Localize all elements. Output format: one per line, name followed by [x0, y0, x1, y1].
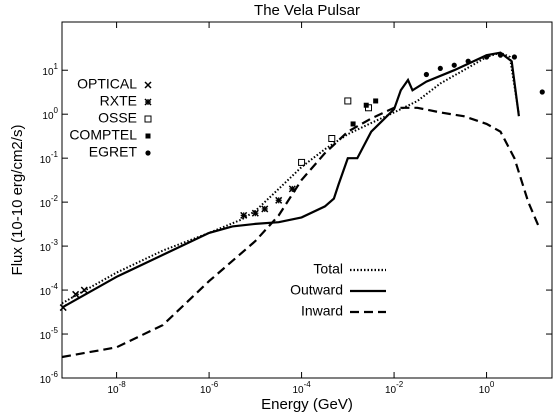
marker-shape: [423, 71, 429, 78]
marker-shape: [298, 158, 306, 166]
data-point: [423, 71, 429, 78]
y-tick-label: 10-1: [40, 150, 59, 166]
y-tick-label: 100: [42, 106, 58, 122]
x-tick-label: 10-8: [107, 380, 126, 396]
legend-label: COMPTEL: [69, 127, 137, 143]
marker-stroke: [72, 290, 80, 298]
y-tick-label: 10-3: [40, 238, 59, 254]
x-tick-label: 100: [479, 380, 495, 396]
y-tick-label: 10-2: [40, 194, 59, 210]
marker-shape: [145, 133, 151, 139]
y-tick-label: 101: [42, 62, 58, 78]
marker-shape: [437, 65, 443, 72]
y-tick-label: 10-6: [40, 370, 59, 386]
data-point: [72, 290, 80, 298]
chart-title: The Vela Pulsar: [254, 2, 360, 19]
legend-marker: [144, 115, 152, 123]
marker-shape: [144, 115, 152, 123]
legend-label: EGRET: [89, 144, 138, 160]
y-tick-label: 10-4: [40, 282, 59, 298]
y-tick-label: 10-5: [40, 326, 59, 342]
x-axis-label: Energy (GeV): [261, 396, 353, 413]
marker-shape: [511, 54, 518, 60]
x-tick-label: 10-6: [200, 380, 219, 396]
line: [61, 51, 520, 305]
legend-label: Outward: [290, 282, 343, 298]
legend-marker: [145, 150, 151, 156]
legend-marker: [144, 81, 152, 89]
data-point: [373, 98, 379, 104]
marker-shape: [451, 62, 457, 68]
data-point: [328, 135, 336, 143]
data-point: [261, 205, 269, 213]
data-point: [451, 62, 457, 68]
marker-shape: [328, 135, 336, 143]
marker-shape: [373, 98, 379, 104]
data-point: [298, 158, 306, 166]
data-point: [511, 54, 518, 60]
x-tick-label: 10-2: [385, 380, 404, 396]
marker-stroke: [144, 81, 152, 89]
legend-marker: [144, 98, 152, 106]
data-point: [363, 102, 369, 108]
data-point: [437, 65, 443, 72]
x-tick-label: 10-4: [292, 380, 311, 396]
legend-label: OSSE: [98, 110, 137, 126]
marker-shape: [539, 89, 545, 95]
marker-shape: [363, 102, 369, 108]
legend-label: RXTE: [100, 93, 137, 109]
legend-label: Total: [313, 261, 343, 277]
marker-shape: [344, 97, 352, 105]
data-point: [350, 121, 356, 127]
line: [61, 51, 520, 309]
y-axis-label: Flux (10-10 erg/cm2/s): [9, 125, 26, 276]
marker-shape: [145, 150, 151, 156]
data-point: [251, 209, 259, 217]
legend-label: OPTICAL: [77, 76, 137, 92]
plot-frame: [61, 21, 553, 379]
data-point: [539, 89, 545, 95]
data-point: [344, 97, 352, 105]
legend-label: Inward: [301, 303, 343, 319]
marker-shape: [350, 121, 356, 127]
legend-marker: [145, 133, 151, 139]
data-point: [275, 196, 283, 204]
line: [61, 106, 541, 359]
